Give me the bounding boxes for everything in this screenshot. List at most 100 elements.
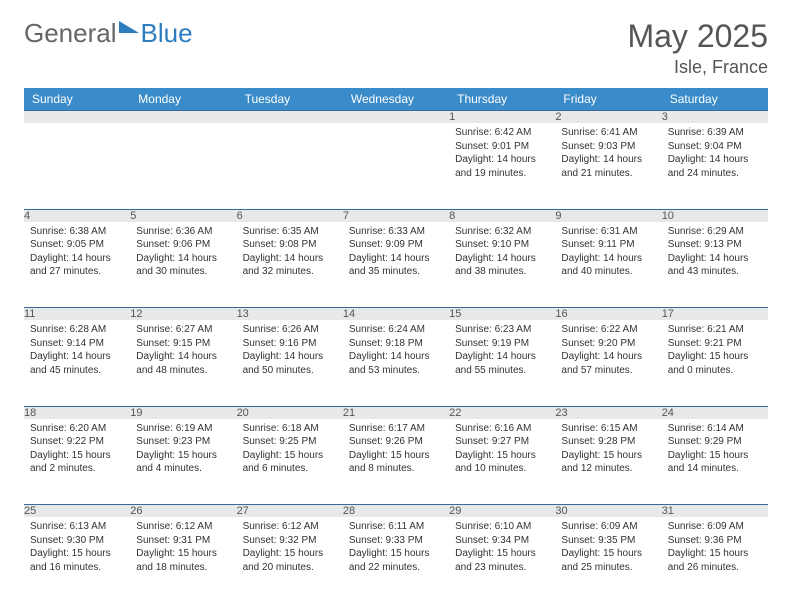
- daylight-line: Daylight: 14 hours and 55 minutes.: [455, 350, 549, 377]
- sunrise-line: Sunrise: 6:21 AM: [668, 323, 762, 337]
- day-cell: Sunrise: 6:38 AMSunset: 9:05 PMDaylight:…: [24, 222, 130, 308]
- daylight-line: Daylight: 15 hours and 8 minutes.: [349, 449, 443, 476]
- brand-part1: General: [24, 18, 117, 49]
- sunrise-line: Sunrise: 6:35 AM: [243, 225, 337, 239]
- daylight-line: Daylight: 14 hours and 32 minutes.: [243, 252, 337, 279]
- day-cell: Sunrise: 6:18 AMSunset: 9:25 PMDaylight:…: [237, 419, 343, 505]
- day-cell: Sunrise: 6:22 AMSunset: 9:20 PMDaylight:…: [555, 320, 661, 406]
- day-content: Sunrise: 6:11 AMSunset: 9:33 PMDaylight:…: [343, 517, 449, 578]
- daylight-line: Daylight: 15 hours and 25 minutes.: [561, 547, 655, 574]
- weekday-header: Monday: [130, 88, 236, 111]
- daylight-line: Daylight: 15 hours and 2 minutes.: [30, 449, 124, 476]
- day-cell: Sunrise: 6:14 AMSunset: 9:29 PMDaylight:…: [662, 419, 768, 505]
- sunset-line: Sunset: 9:05 PM: [30, 238, 124, 252]
- sunset-line: Sunset: 9:15 PM: [136, 337, 230, 351]
- sunrise-line: Sunrise: 6:09 AM: [668, 520, 762, 534]
- day-cell: [343, 123, 449, 209]
- daylight-line: Daylight: 14 hours and 50 minutes.: [243, 350, 337, 377]
- day-content: Sunrise: 6:42 AMSunset: 9:01 PMDaylight:…: [449, 123, 555, 184]
- month-title: May 2025: [627, 18, 768, 55]
- sunset-line: Sunset: 9:32 PM: [243, 534, 337, 548]
- day-content-row: Sunrise: 6:42 AMSunset: 9:01 PMDaylight:…: [24, 123, 768, 209]
- day-content: Sunrise: 6:36 AMSunset: 9:06 PMDaylight:…: [130, 222, 236, 283]
- day-number-cell: 17: [662, 308, 768, 321]
- sunset-line: Sunset: 9:21 PM: [668, 337, 762, 351]
- day-cell: Sunrise: 6:23 AMSunset: 9:19 PMDaylight:…: [449, 320, 555, 406]
- sunset-line: Sunset: 9:31 PM: [136, 534, 230, 548]
- day-number-cell: 6: [237, 209, 343, 222]
- sunset-line: Sunset: 9:01 PM: [455, 140, 549, 154]
- flag-icon: [119, 17, 139, 38]
- day-content: Sunrise: 6:10 AMSunset: 9:34 PMDaylight:…: [449, 517, 555, 578]
- daylight-line: Daylight: 15 hours and 10 minutes.: [455, 449, 549, 476]
- daylight-line: Daylight: 15 hours and 4 minutes.: [136, 449, 230, 476]
- header: General Blue May 2025 Isle, France: [24, 18, 768, 78]
- sunset-line: Sunset: 9:29 PM: [668, 435, 762, 449]
- daynum-row: 18192021222324: [24, 406, 768, 419]
- sunrise-line: Sunrise: 6:11 AM: [349, 520, 443, 534]
- daylight-line: Daylight: 14 hours and 48 minutes.: [136, 350, 230, 377]
- day-content: Sunrise: 6:32 AMSunset: 9:10 PMDaylight:…: [449, 222, 555, 283]
- sunset-line: Sunset: 9:33 PM: [349, 534, 443, 548]
- day-content: Sunrise: 6:14 AMSunset: 9:29 PMDaylight:…: [662, 419, 768, 480]
- day-cell: Sunrise: 6:41 AMSunset: 9:03 PMDaylight:…: [555, 123, 661, 209]
- sunset-line: Sunset: 9:30 PM: [30, 534, 124, 548]
- day-cell: [237, 123, 343, 209]
- sunrise-line: Sunrise: 6:13 AM: [30, 520, 124, 534]
- day-cell: Sunrise: 6:21 AMSunset: 9:21 PMDaylight:…: [662, 320, 768, 406]
- day-number-cell: 2: [555, 111, 661, 124]
- sunrise-line: Sunrise: 6:42 AM: [455, 126, 549, 140]
- daynum-row: 25262728293031: [24, 505, 768, 518]
- day-content: Sunrise: 6:12 AMSunset: 9:32 PMDaylight:…: [237, 517, 343, 578]
- sunset-line: Sunset: 9:36 PM: [668, 534, 762, 548]
- day-number-cell: 24: [662, 406, 768, 419]
- sunset-line: Sunset: 9:22 PM: [30, 435, 124, 449]
- day-content: Sunrise: 6:31 AMSunset: 9:11 PMDaylight:…: [555, 222, 661, 283]
- sunrise-line: Sunrise: 6:28 AM: [30, 323, 124, 337]
- day-cell: [130, 123, 236, 209]
- daylight-line: Daylight: 14 hours and 53 minutes.: [349, 350, 443, 377]
- sunset-line: Sunset: 9:25 PM: [243, 435, 337, 449]
- day-content: Sunrise: 6:09 AMSunset: 9:36 PMDaylight:…: [662, 517, 768, 578]
- title-block: May 2025 Isle, France: [627, 18, 768, 78]
- day-number-cell: [130, 111, 236, 124]
- day-cell: Sunrise: 6:33 AMSunset: 9:09 PMDaylight:…: [343, 222, 449, 308]
- daylight-line: Daylight: 14 hours and 45 minutes.: [30, 350, 124, 377]
- sunrise-line: Sunrise: 6:39 AM: [668, 126, 762, 140]
- day-content: Sunrise: 6:15 AMSunset: 9:28 PMDaylight:…: [555, 419, 661, 480]
- daylight-line: Daylight: 15 hours and 20 minutes.: [243, 547, 337, 574]
- sunset-line: Sunset: 9:10 PM: [455, 238, 549, 252]
- day-content: Sunrise: 6:17 AMSunset: 9:26 PMDaylight:…: [343, 419, 449, 480]
- day-cell: Sunrise: 6:32 AMSunset: 9:10 PMDaylight:…: [449, 222, 555, 308]
- day-cell: Sunrise: 6:42 AMSunset: 9:01 PMDaylight:…: [449, 123, 555, 209]
- sunrise-line: Sunrise: 6:17 AM: [349, 422, 443, 436]
- sunrise-line: Sunrise: 6:15 AM: [561, 422, 655, 436]
- daylight-line: Daylight: 15 hours and 22 minutes.: [349, 547, 443, 574]
- day-cell: Sunrise: 6:12 AMSunset: 9:32 PMDaylight:…: [237, 517, 343, 603]
- daylight-line: Daylight: 14 hours and 38 minutes.: [455, 252, 549, 279]
- day-cell: Sunrise: 6:17 AMSunset: 9:26 PMDaylight:…: [343, 419, 449, 505]
- day-content: Sunrise: 6:26 AMSunset: 9:16 PMDaylight:…: [237, 320, 343, 381]
- daylight-line: Daylight: 15 hours and 12 minutes.: [561, 449, 655, 476]
- day-number-cell: 25: [24, 505, 130, 518]
- weekday-header: Thursday: [449, 88, 555, 111]
- sunrise-line: Sunrise: 6:12 AM: [243, 520, 337, 534]
- day-content: Sunrise: 6:28 AMSunset: 9:14 PMDaylight:…: [24, 320, 130, 381]
- sunset-line: Sunset: 9:34 PM: [455, 534, 549, 548]
- sunrise-line: Sunrise: 6:32 AM: [455, 225, 549, 239]
- calendar-table: SundayMondayTuesdayWednesdayThursdayFrid…: [24, 88, 768, 603]
- weekday-header: Sunday: [24, 88, 130, 111]
- sunrise-line: Sunrise: 6:23 AM: [455, 323, 549, 337]
- day-number-cell: 8: [449, 209, 555, 222]
- day-content: Sunrise: 6:19 AMSunset: 9:23 PMDaylight:…: [130, 419, 236, 480]
- day-cell: Sunrise: 6:35 AMSunset: 9:08 PMDaylight:…: [237, 222, 343, 308]
- day-cell: Sunrise: 6:36 AMSunset: 9:06 PMDaylight:…: [130, 222, 236, 308]
- day-content: Sunrise: 6:38 AMSunset: 9:05 PMDaylight:…: [24, 222, 130, 283]
- day-number-cell: 20: [237, 406, 343, 419]
- day-number-cell: 16: [555, 308, 661, 321]
- sunrise-line: Sunrise: 6:14 AM: [668, 422, 762, 436]
- daynum-row: 11121314151617: [24, 308, 768, 321]
- day-cell: Sunrise: 6:12 AMSunset: 9:31 PMDaylight:…: [130, 517, 236, 603]
- sunrise-line: Sunrise: 6:33 AM: [349, 225, 443, 239]
- daylight-line: Daylight: 15 hours and 14 minutes.: [668, 449, 762, 476]
